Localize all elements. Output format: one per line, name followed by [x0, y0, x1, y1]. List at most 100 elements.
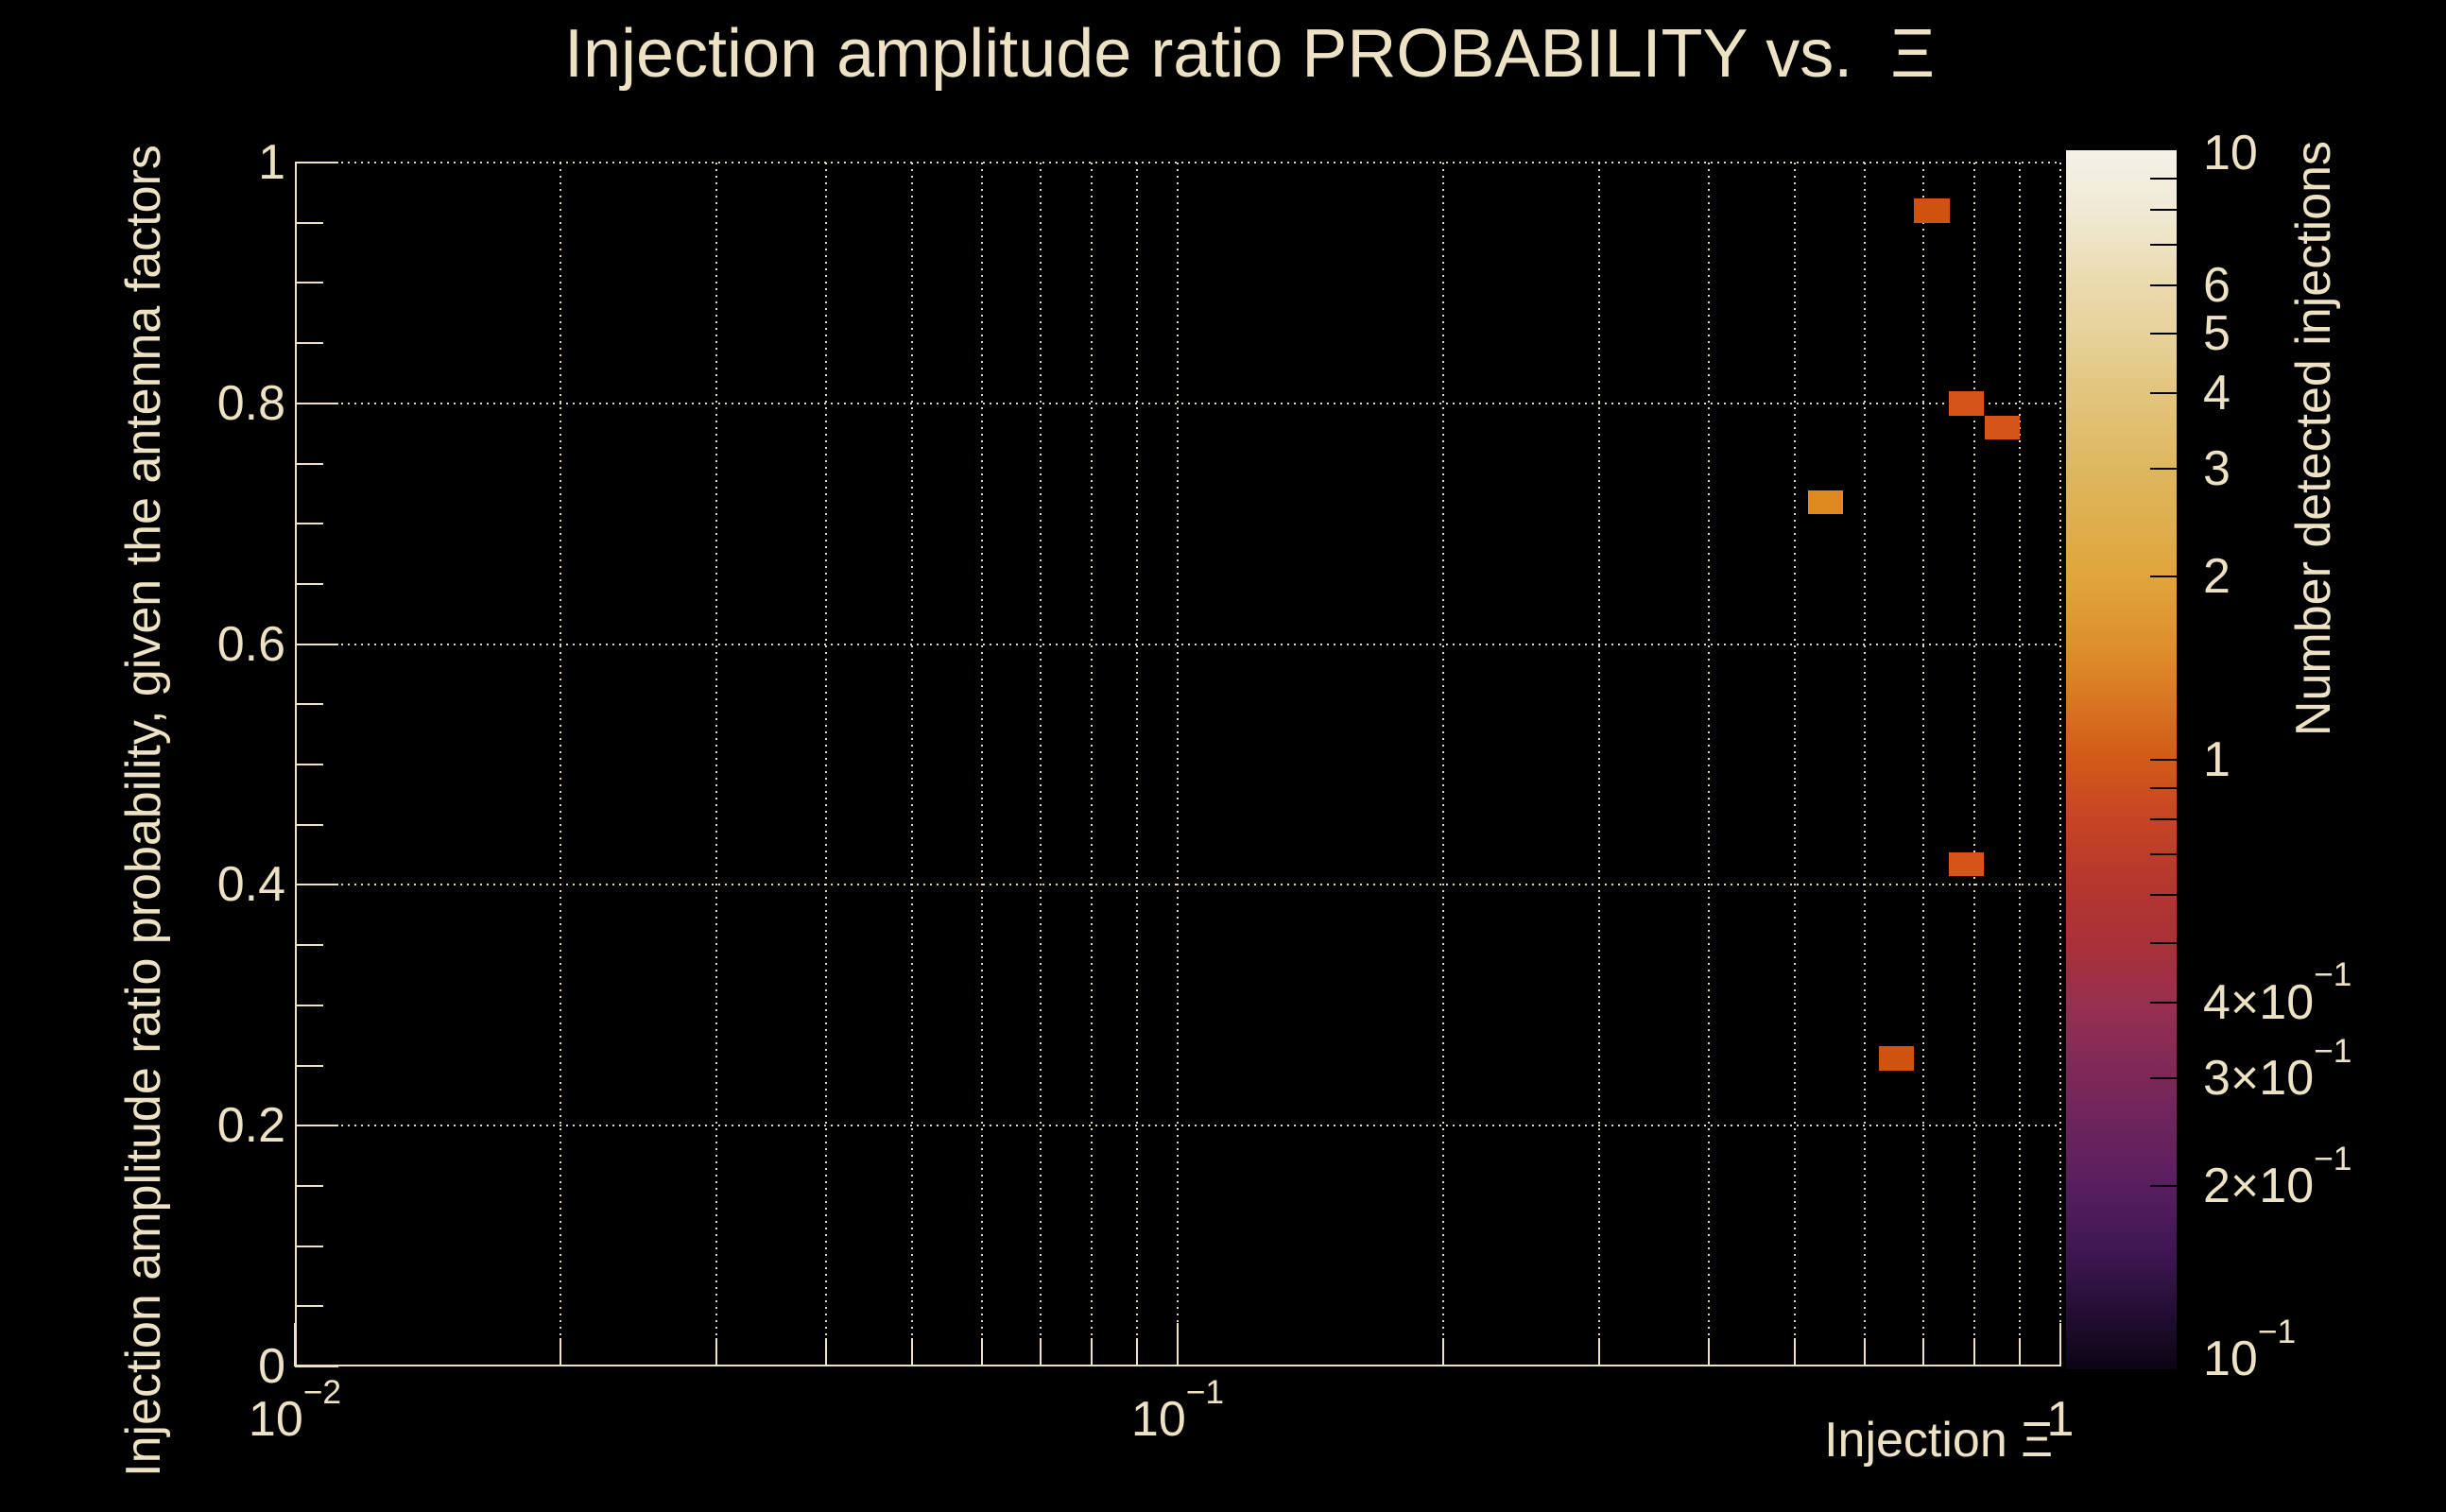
heatmap-bin: [1807, 490, 1844, 514]
x-gridline: [910, 163, 913, 1366]
y-tick-label: 0.6: [216, 616, 285, 672]
y-major-tick: [295, 402, 338, 404]
colorbar-tick: [2150, 243, 2177, 246]
y-minor-tick: [295, 282, 323, 284]
x-minor-tick: [1136, 1338, 1139, 1366]
colorbar-tick: [2150, 1001, 2177, 1004]
x-gridline: [825, 163, 828, 1366]
colorbar-tick: [2150, 817, 2177, 820]
x-minor-tick: [1091, 1338, 1094, 1366]
x-minor-tick: [2019, 1338, 2022, 1366]
x-minor-tick: [825, 1338, 828, 1366]
colorbar-tick: [2150, 208, 2177, 211]
y-minor-tick: [295, 523, 323, 525]
y-tick-label: 0.4: [216, 857, 285, 913]
y-major-tick: [295, 643, 338, 645]
x-tick-label: 1: [2046, 1392, 2075, 1447]
x-minor-tick: [1863, 1338, 1866, 1366]
x-minor-tick: [1040, 1338, 1042, 1366]
colorbar-tick-label: 6: [2203, 258, 2231, 314]
x-gridline: [1040, 163, 1042, 1366]
y-major-tick: [295, 884, 338, 886]
y-minor-tick: [295, 342, 323, 345]
x-gridline: [1863, 163, 1866, 1366]
x-gridline: [1973, 163, 1976, 1366]
colorbar-tick: [2150, 1184, 2177, 1187]
colorbar-tick: [2150, 894, 2177, 897]
y-gridline: [295, 884, 2060, 886]
colorbar-tick-label: 5: [2203, 306, 2231, 362]
colorbar-tick-label: 10: [2203, 126, 2258, 180]
x-minor-tick: [1973, 1338, 1976, 1366]
x-tick-label: 10−2: [248, 1373, 342, 1447]
colorbar-tick: [2150, 942, 2177, 945]
x-gridline: [1793, 163, 1796, 1366]
y-gridline: [295, 162, 2060, 163]
x-gridline: [2059, 163, 2061, 1366]
colorbar-tick: [2150, 177, 2177, 180]
x-minor-tick: [1442, 1338, 1445, 1366]
heatmap-bin: [1949, 391, 1985, 416]
y-minor-tick: [295, 703, 323, 706]
x-gridline: [1708, 163, 1711, 1366]
heatmap-bin: [1984, 415, 2021, 439]
y-minor-tick: [295, 1245, 323, 1247]
colorbar-tick-label: 4: [2203, 365, 2231, 421]
colorbar-tick-label: 2: [2203, 548, 2231, 604]
colorbar-tick-label: 2×10−1: [2203, 1140, 2352, 1213]
colorbar-title: Number detected injections: [2286, 140, 2341, 737]
colorbar-tick: [2150, 284, 2177, 287]
colorbar-tick-label: 3×10−1: [2203, 1033, 2352, 1107]
y-minor-tick: [295, 1004, 323, 1006]
colorbar-tick: [2150, 1077, 2177, 1080]
y-minor-tick: [295, 1305, 323, 1308]
x-minor-tick: [1597, 1338, 1600, 1366]
y-tick-label: 1: [258, 135, 285, 190]
colorbar-tick-label: 10−1: [2203, 1313, 2297, 1386]
x-gridline: [1177, 163, 1179, 1366]
x-major-tick: [2059, 1323, 2061, 1366]
x-minor-tick: [1793, 1338, 1796, 1366]
x-minor-tick: [715, 1338, 717, 1366]
y-major-tick: [295, 162, 338, 163]
y-minor-tick: [295, 823, 323, 826]
colorbar-tick-label: 4×10−1: [2203, 956, 2352, 1030]
x-gridline: [980, 163, 983, 1366]
x-major-tick: [1177, 1323, 1179, 1366]
x-axis-title: Injection Ξ: [1824, 1413, 2053, 1468]
y-minor-tick: [295, 582, 323, 585]
x-gridline: [560, 163, 562, 1366]
y-minor-tick: [295, 764, 323, 765]
colorbar-tick: [2150, 468, 2177, 471]
x-minor-tick: [560, 1338, 562, 1366]
y-major-tick: [295, 1366, 338, 1367]
y-minor-tick: [295, 1064, 323, 1067]
x-minor-tick: [1708, 1338, 1711, 1366]
y-tick-label: 0.8: [216, 375, 285, 431]
x-minor-tick: [980, 1338, 983, 1366]
x-gridline: [1922, 163, 1925, 1366]
colorbar-tick: [2150, 786, 2177, 789]
x-gridline: [1091, 163, 1094, 1366]
heatmap-bin: [1914, 198, 1950, 223]
chart-title: Injection amplitude ratio PROBABILITY vs…: [563, 16, 1936, 92]
x-gridline: [1597, 163, 1600, 1366]
x-minor-tick: [910, 1338, 913, 1366]
y-gridline: [295, 1125, 2060, 1127]
y-gridline: [295, 643, 2060, 645]
x-gridline: [715, 163, 717, 1366]
y-tick-label: 0.2: [216, 1098, 285, 1154]
x-tick-label: 10−1: [1130, 1373, 1225, 1447]
x-gridline: [2019, 163, 2022, 1366]
y-minor-tick: [295, 221, 323, 224]
colorbar-tick: [2150, 759, 2177, 761]
colorbar-tick: [2150, 852, 2177, 855]
heatmap-bin: [1949, 852, 1985, 877]
x-gridline: [1442, 163, 1445, 1366]
colorbar-tick-label: 3: [2203, 441, 2231, 497]
colorbar-tick: [2150, 575, 2177, 577]
y-tick-label: 0: [258, 1339, 285, 1394]
y-minor-tick: [295, 462, 323, 465]
heatmap-bin: [1878, 1046, 1915, 1071]
colorbar-tick: [2150, 333, 2177, 335]
